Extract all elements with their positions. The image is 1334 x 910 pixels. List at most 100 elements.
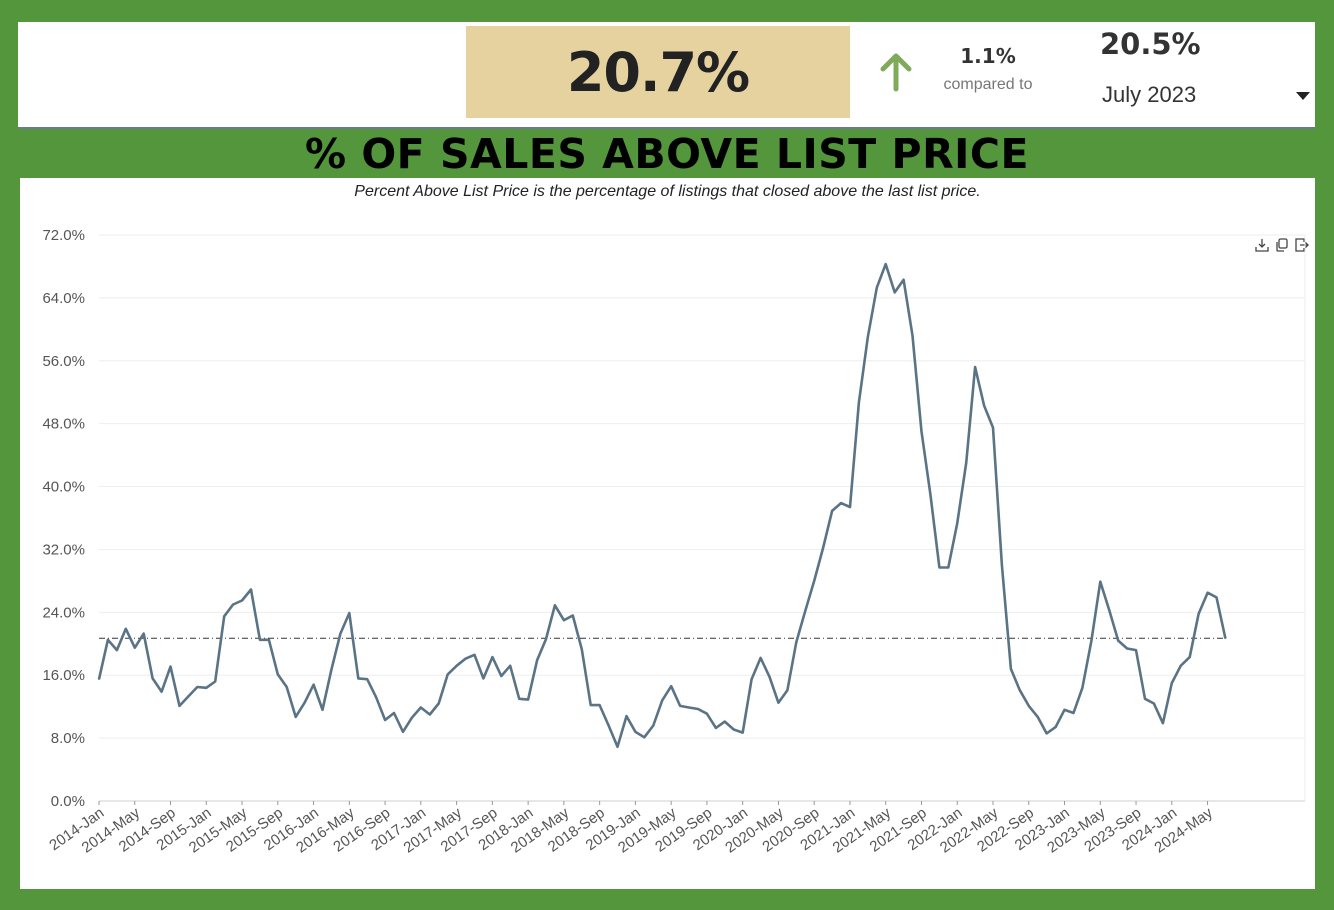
data-point — [107, 639, 109, 641]
data-point — [581, 648, 583, 651]
data-point — [1135, 649, 1137, 651]
data-point — [259, 639, 261, 641]
data-point — [1144, 698, 1146, 700]
data-point — [1206, 591, 1209, 594]
comparison-value: 20.5% — [1100, 27, 1201, 61]
copy-icon[interactable] — [1275, 238, 1289, 252]
data-point — [706, 712, 708, 715]
data-point — [321, 709, 324, 711]
data-point — [232, 603, 234, 606]
data-point — [1117, 639, 1119, 642]
data-point — [849, 506, 851, 508]
data-point — [1054, 726, 1057, 728]
data-point — [518, 698, 520, 700]
data-point — [151, 677, 154, 680]
period-dropdown[interactable]: July 2023 — [1100, 78, 1310, 112]
data-point — [116, 649, 118, 651]
data-point — [402, 731, 404, 733]
data-point — [768, 676, 771, 678]
data-point — [554, 604, 556, 607]
data-point — [1099, 580, 1102, 583]
data-point — [840, 502, 842, 504]
data-point — [491, 656, 494, 658]
data-point — [330, 668, 333, 671]
page-title: % OF SALES ABOVE LIST PRICE — [304, 130, 1030, 178]
download-icon[interactable] — [1255, 238, 1269, 252]
data-point — [938, 566, 941, 569]
data-point — [1019, 689, 1021, 691]
data-point — [652, 724, 655, 727]
data-point — [294, 716, 297, 718]
data-point — [884, 263, 887, 265]
caret-down-icon[interactable] — [1296, 92, 1310, 100]
data-point — [134, 646, 136, 649]
data-point — [214, 680, 216, 683]
data-point — [169, 665, 172, 668]
data-point — [187, 695, 190, 698]
y-tick-label: 24.0% — [42, 604, 85, 621]
data-point — [956, 522, 958, 525]
data-point — [348, 612, 351, 614]
data-point — [420, 706, 422, 709]
data-point — [375, 696, 377, 698]
data-point — [1028, 705, 1030, 707]
data-point — [437, 702, 440, 705]
data-point — [205, 687, 208, 689]
period-selected-label: July 2023 — [1102, 82, 1197, 107]
series-line — [97, 262, 1227, 749]
data-point — [223, 615, 225, 618]
data-point — [643, 736, 646, 739]
data-point — [589, 704, 592, 706]
data-point — [670, 685, 672, 687]
y-tick-label: 72.0% — [42, 227, 85, 244]
data-point — [1036, 716, 1039, 718]
data-point — [616, 746, 619, 748]
data-point — [572, 614, 574, 617]
data-point — [455, 665, 458, 667]
data-point — [777, 701, 780, 704]
data-point — [393, 712, 395, 714]
data-point — [598, 704, 601, 706]
export-icon[interactable] — [1295, 238, 1309, 252]
data-point — [1108, 609, 1110, 611]
current-metric-box: 20.7% — [466, 26, 850, 118]
data-point — [545, 638, 547, 640]
data-point — [178, 705, 181, 707]
data-point — [366, 678, 369, 680]
data-point — [688, 706, 690, 709]
summary-panel: 20.7% 1.1% compared to 20.5% July 2023 — [18, 22, 1315, 129]
data-point — [482, 677, 485, 680]
data-point — [1171, 682, 1173, 684]
data-point — [804, 610, 807, 612]
data-point — [1063, 709, 1066, 711]
data-point — [339, 632, 342, 635]
data-point — [679, 705, 681, 707]
data-point — [357, 677, 360, 680]
data-point — [1188, 656, 1191, 658]
data-point — [563, 619, 565, 621]
data-point — [464, 657, 467, 660]
data-point — [384, 719, 386, 721]
data-point — [1224, 637, 1227, 640]
data-point — [1197, 613, 1200, 615]
data-point — [1081, 687, 1084, 689]
data-point — [1162, 722, 1164, 724]
data-point — [250, 588, 252, 591]
y-tick-label: 64.0% — [42, 290, 85, 307]
data-point — [795, 641, 798, 643]
data-point — [625, 715, 628, 717]
current-metric-value: 20.7% — [566, 40, 750, 104]
data-point — [867, 336, 869, 338]
data-point — [429, 713, 431, 716]
data-point — [1010, 668, 1012, 670]
data-point — [500, 675, 503, 677]
y-tick-label: 8.0% — [51, 730, 85, 747]
data-point — [196, 686, 199, 688]
data-point — [277, 673, 279, 676]
data-point — [661, 699, 663, 702]
data-point — [312, 683, 315, 686]
compared-to-label: compared to — [943, 76, 1033, 93]
data-point — [974, 366, 976, 368]
line-chart: 0.0% 8.0% 16.0% 24.0% 32.0% 40.0% 48.0% 56.0% 64… — [42, 227, 1306, 857]
data-point — [893, 291, 896, 294]
